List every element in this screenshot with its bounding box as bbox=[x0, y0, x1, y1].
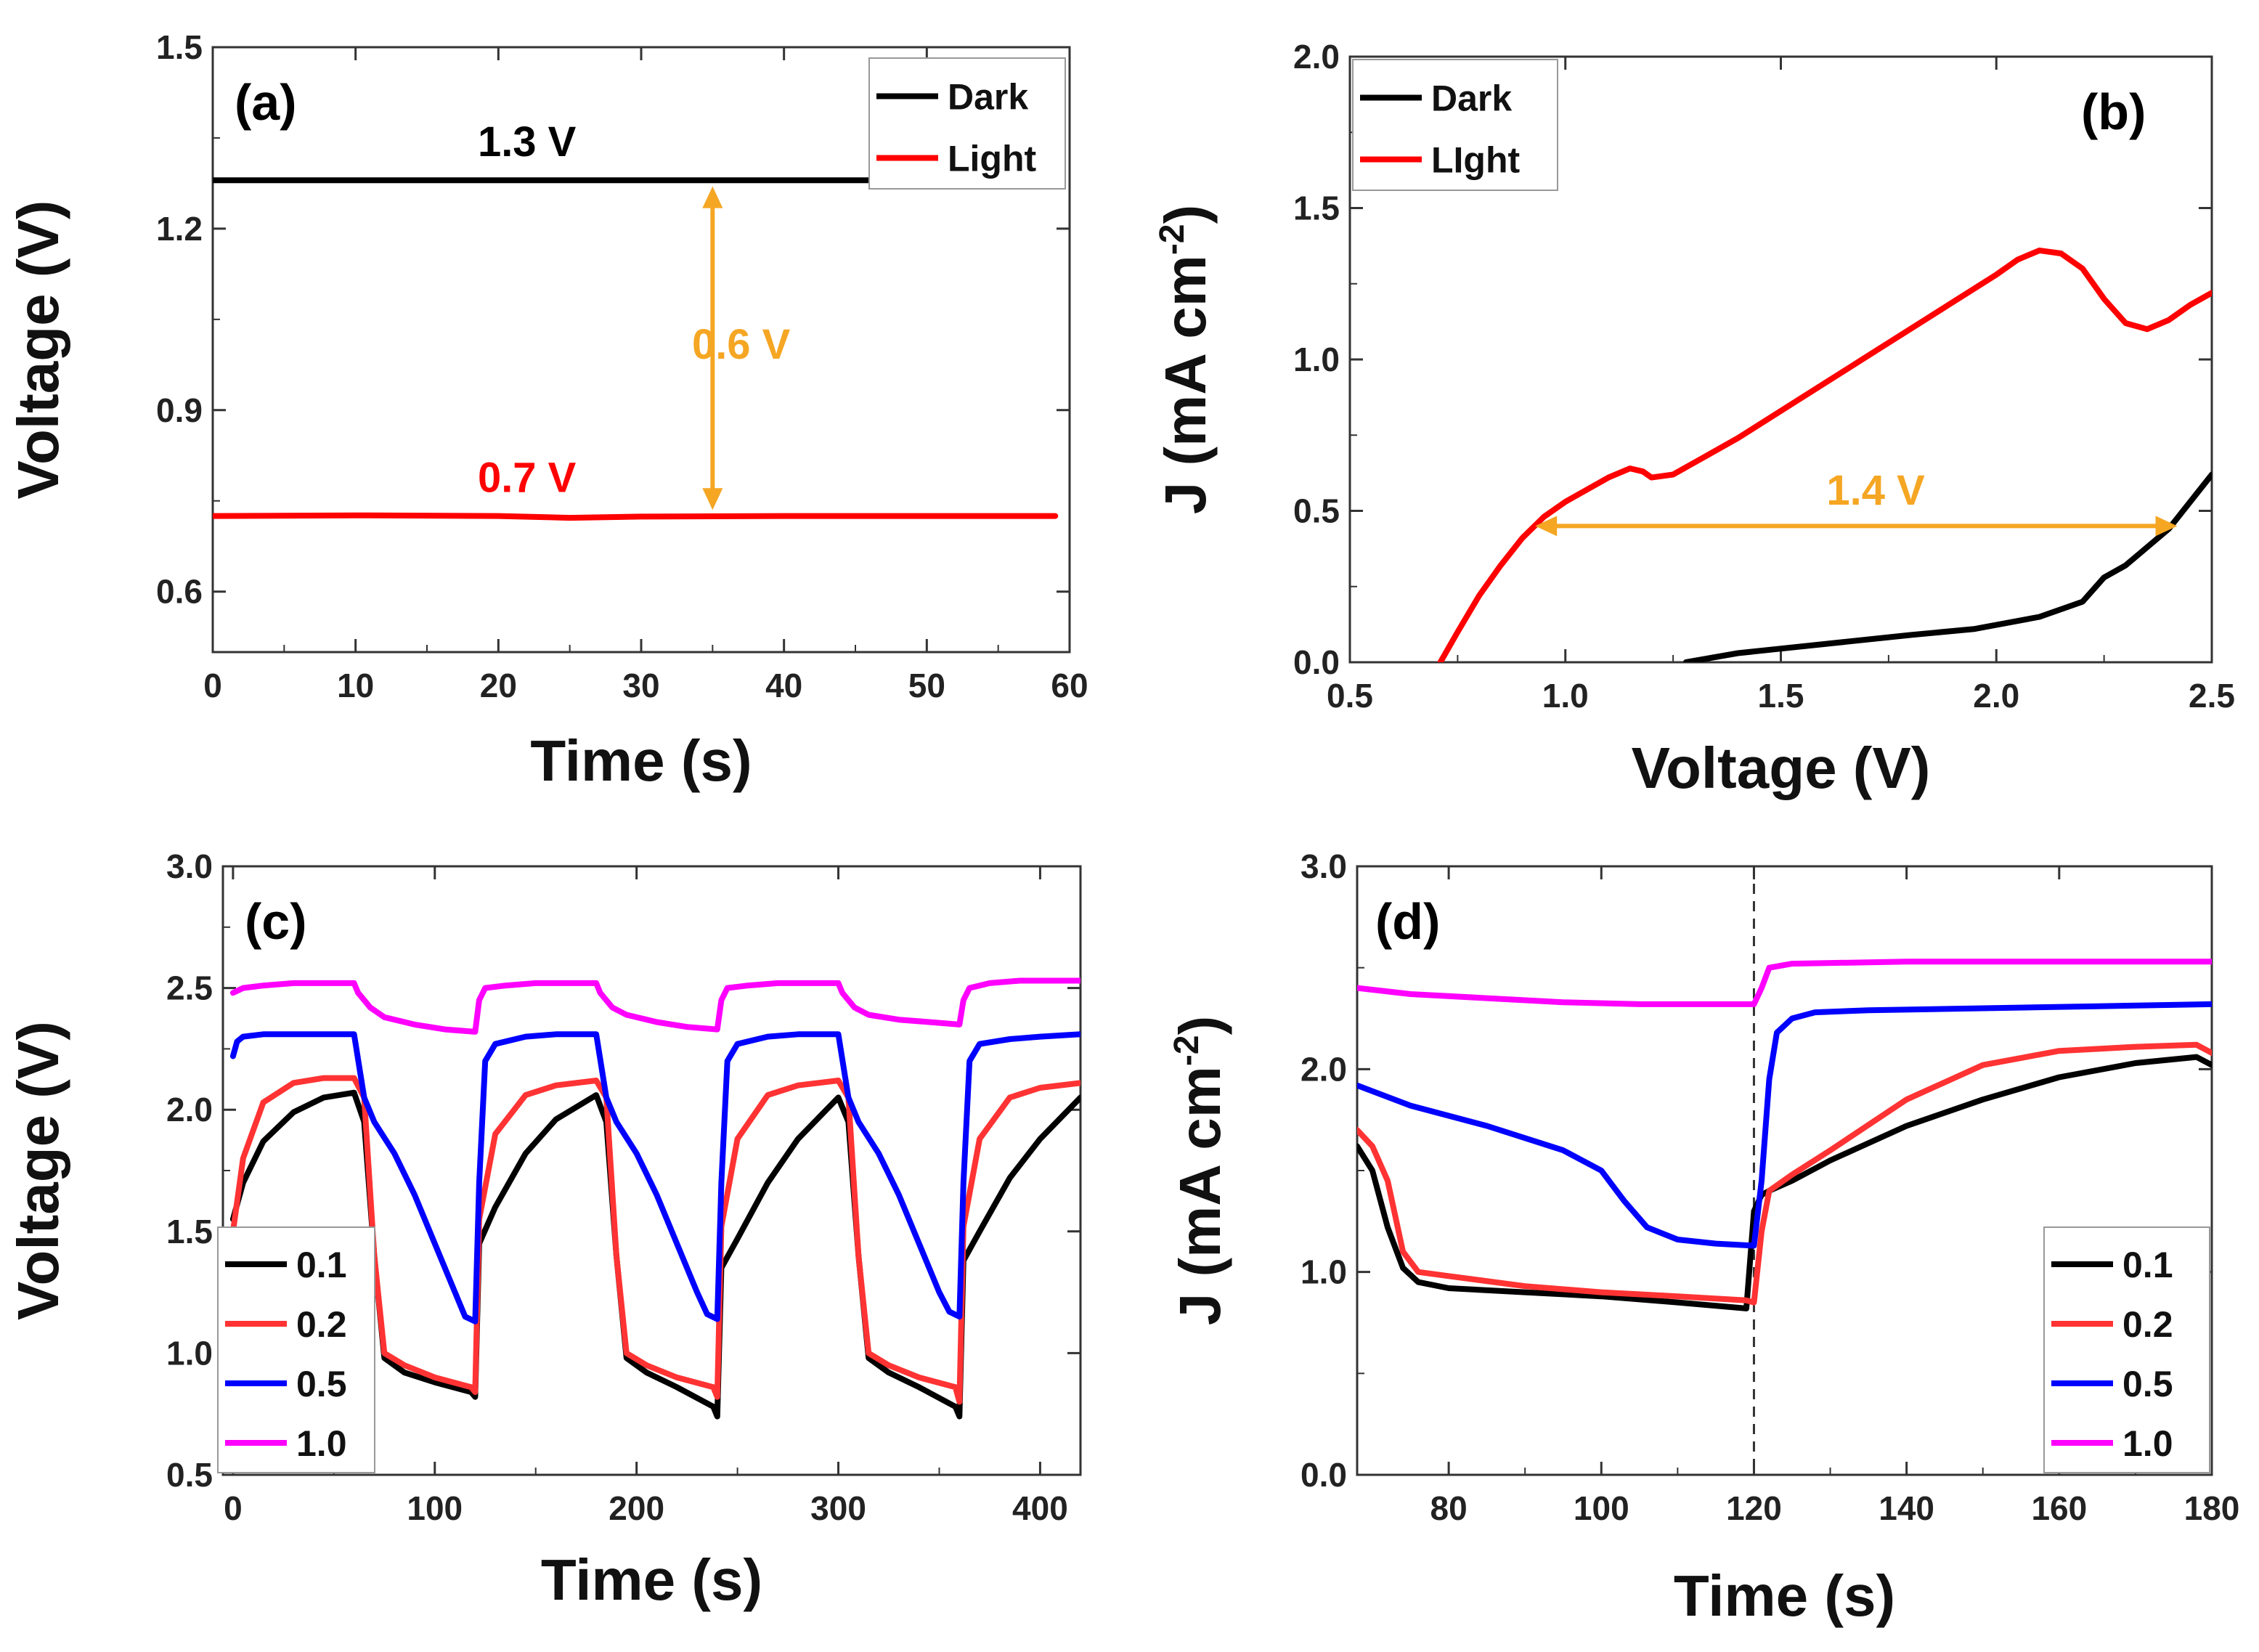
annotation-label: 1.3 V bbox=[478, 118, 577, 166]
annotation-arrow-head bbox=[702, 186, 723, 208]
panel-label: (d) bbox=[1375, 893, 1440, 950]
panel-c: 0 100 200 300 400 0.5 1.0 1.5 2.0 2.5 3.0 Time (s) V… bbox=[6, 847, 1082, 1612]
y-axis-label-superscript: -2 bbox=[1168, 1035, 1206, 1066]
x-axis-label: Voltage (V) bbox=[1632, 736, 1931, 800]
legend-label: 0.5 bbox=[2122, 1364, 2173, 1404]
y-axis-label-end: ) bbox=[1168, 1016, 1232, 1035]
annotation-arrow-head bbox=[702, 488, 723, 510]
series-line-0-1 bbox=[1357, 1054, 2212, 1311]
panel-label: (a) bbox=[235, 74, 297, 131]
y-tick-label: 2.5 bbox=[166, 969, 213, 1007]
series-line-1-0 bbox=[229, 977, 1080, 1035]
y-tick-label: 2.0 bbox=[1301, 1050, 1347, 1088]
x-tick-label: 1.5 bbox=[1758, 677, 1804, 715]
y-tick-label: 1.5 bbox=[166, 1213, 213, 1250]
x-tick-label: 10 bbox=[337, 667, 374, 704]
y-tick-label: 3.0 bbox=[166, 847, 213, 885]
x-tick-label: 0 bbox=[224, 1489, 243, 1527]
y-tick-label: 1.5 bbox=[1293, 190, 1340, 227]
x-axis-label: Time (s) bbox=[1674, 1563, 1895, 1628]
y-axis-label: Voltage (V) bbox=[6, 1021, 70, 1320]
x-tick-label: 300 bbox=[810, 1489, 866, 1527]
x-tick-label: 100 bbox=[407, 1489, 463, 1527]
x-tick-label: 200 bbox=[608, 1489, 664, 1527]
legend-label: 0.2 bbox=[2122, 1304, 2173, 1345]
series-line-dark bbox=[1682, 471, 2212, 662]
x-tick-label: 2.0 bbox=[1973, 677, 2019, 715]
legend-label: 0.1 bbox=[296, 1245, 347, 1285]
series-line-light bbox=[1437, 247, 2212, 662]
y-tick-label: 2.0 bbox=[1293, 38, 1340, 76]
legend-box bbox=[2043, 1226, 2210, 1473]
legend-box bbox=[868, 57, 1066, 190]
legend-label: LIght bbox=[1431, 140, 1521, 181]
y-tick-label: 3.0 bbox=[1301, 847, 1347, 885]
x-tick-label: 50 bbox=[908, 667, 945, 704]
x-axis-label: Time (s) bbox=[541, 1547, 762, 1612]
y-tick-label: 0.5 bbox=[1293, 492, 1340, 530]
x-tick-label: 40 bbox=[765, 667, 802, 704]
legend-label: Dark bbox=[1431, 78, 1512, 119]
series-line-0-5 bbox=[1357, 1001, 2212, 1249]
panel-d: 80 100 120 140 160 180 0.0 1.0 2.0 3.0 Time (s) J (… bbox=[1168, 847, 2239, 1628]
annotation-label: 0.6 V bbox=[692, 321, 791, 368]
y-axis-label: J (mA cm-2) bbox=[1153, 205, 1218, 514]
x-tick-label: 30 bbox=[622, 667, 659, 704]
y-tick-label: 0.5 bbox=[166, 1456, 213, 1494]
panel-label: (b) bbox=[2081, 84, 2146, 140]
x-tick-label: 160 bbox=[2031, 1489, 2087, 1527]
x-tick-label: 120 bbox=[1726, 1489, 1782, 1527]
annotation-label: 1.4 V bbox=[1826, 467, 1925, 514]
x-tick-label: 0.5 bbox=[1327, 677, 1373, 715]
y-axis-label-superscript: -2 bbox=[1153, 224, 1192, 255]
annotation-arrow-head bbox=[1535, 516, 1558, 537]
y-axis-label: Voltage (V) bbox=[6, 200, 70, 500]
y-axis-label: J (mA cm-2) bbox=[1168, 1016, 1232, 1325]
legend-label: 0.2 bbox=[296, 1304, 347, 1345]
x-tick-label: 0 bbox=[203, 667, 222, 704]
x-tick-label: 80 bbox=[1430, 1489, 1468, 1527]
x-axis-label: Time (s) bbox=[530, 728, 752, 793]
y-tick-label: 0.0 bbox=[1293, 643, 1340, 681]
legend-label: Dark bbox=[948, 77, 1028, 118]
panel-label: (c) bbox=[245, 893, 307, 950]
y-tick-label: 1.2 bbox=[156, 210, 203, 248]
x-tick-label: 180 bbox=[2184, 1489, 2240, 1527]
y-tick-label: 0.9 bbox=[156, 391, 203, 429]
y-tick-label: 2.0 bbox=[166, 1091, 213, 1128]
y-tick-label: 1.0 bbox=[1301, 1253, 1347, 1291]
series-line-light bbox=[213, 512, 1059, 521]
legend-label: 0.1 bbox=[2122, 1245, 2173, 1285]
annotation-arrow-head bbox=[2155, 516, 2178, 537]
x-tick-label: 2.5 bbox=[2189, 677, 2235, 715]
y-tick-label: 1.0 bbox=[166, 1334, 213, 1372]
y-tick-label: 1.5 bbox=[156, 28, 203, 66]
legend-box bbox=[1352, 59, 1558, 191]
x-tick-label: 400 bbox=[1012, 1489, 1068, 1527]
x-tick-label: 100 bbox=[1574, 1489, 1629, 1527]
y-tick-label: 1.0 bbox=[1293, 341, 1340, 378]
series-line-0-5 bbox=[229, 1031, 1080, 1325]
series-line-1-0 bbox=[1357, 959, 2212, 1007]
legend-label: Light bbox=[948, 139, 1037, 179]
y-tick-label: 0.0 bbox=[1301, 1456, 1347, 1494]
x-tick-label: 1.0 bbox=[1542, 677, 1589, 715]
panel-a: 0 10 20 30 40 50 60 0.6 0.9 1.2 1.5 Time (s) Voltage… bbox=[6, 28, 1088, 793]
x-tick-label: 60 bbox=[1051, 667, 1088, 704]
annotation-label: 0.7 V bbox=[478, 454, 577, 501]
legend-label: 1.0 bbox=[2122, 1423, 2173, 1464]
legend-box bbox=[217, 1226, 375, 1473]
y-tick-label: 0.6 bbox=[156, 573, 203, 611]
legend-label: 1.0 bbox=[296, 1423, 347, 1464]
x-tick-label: 140 bbox=[1879, 1489, 1934, 1527]
legend-label: 0.5 bbox=[296, 1364, 347, 1404]
series-line-0-2 bbox=[1357, 1041, 2212, 1306]
y-axis-label-end: ) bbox=[1153, 205, 1218, 224]
x-tick-label: 20 bbox=[480, 667, 517, 704]
